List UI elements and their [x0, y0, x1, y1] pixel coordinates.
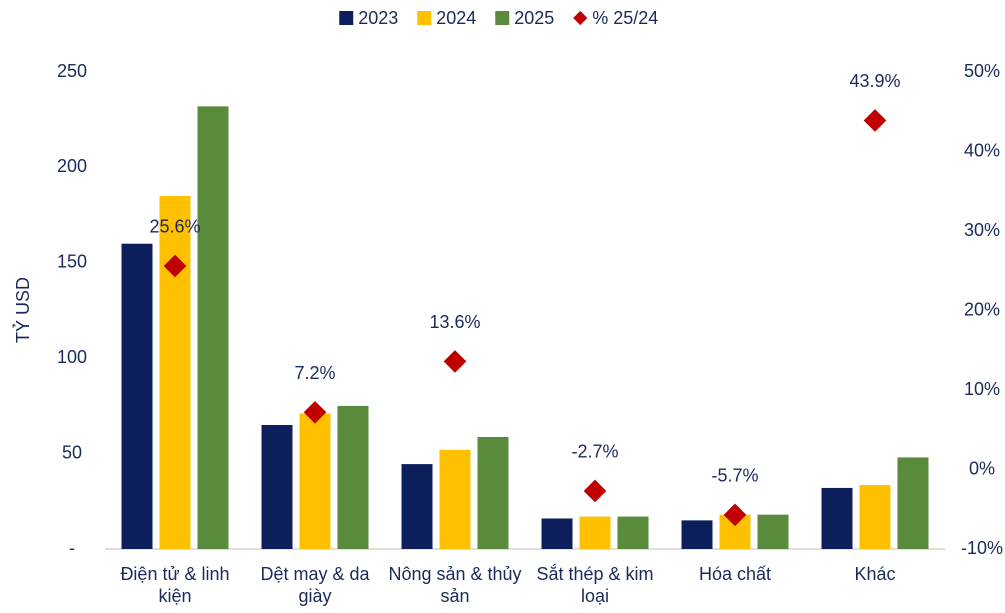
legend-swatch — [495, 11, 510, 25]
bar — [757, 514, 789, 549]
legend-label: 2025 — [514, 8, 554, 28]
data-label: -2.7% — [571, 442, 618, 462]
legend-label: 2023 — [358, 8, 398, 28]
marker — [303, 400, 327, 424]
y-axis-label: TỶ USD — [12, 277, 33, 343]
x-tick-label: Khác — [854, 564, 896, 584]
data-label: 7.2% — [294, 363, 335, 383]
bar — [159, 196, 191, 549]
bar — [821, 487, 853, 549]
y-tick-label: - — [69, 538, 75, 558]
legend-swatch — [573, 10, 588, 26]
bar — [859, 485, 891, 549]
y-tick-label: 50 — [62, 442, 82, 462]
y2-tick-label: -10% — [961, 538, 1003, 558]
x-tick-label: Hóa chất — [698, 564, 772, 584]
x-tick-label: Dệt may & da giày — [260, 564, 370, 606]
bar — [617, 516, 649, 549]
bar — [541, 518, 573, 549]
data-label: 43.9% — [849, 71, 900, 91]
bar — [197, 106, 229, 550]
legend-swatch — [417, 11, 432, 25]
y2-tick-label: 50% — [964, 61, 1000, 81]
bar — [897, 457, 929, 549]
y-tick-label: 200 — [57, 156, 87, 176]
data-label: -5.7% — [711, 466, 758, 486]
y2-tick-label: 20% — [964, 299, 1000, 319]
bar — [401, 464, 433, 549]
y-tick-label: 150 — [57, 252, 87, 272]
bar — [337, 405, 369, 549]
data-label: 25.6% — [149, 217, 200, 237]
marker — [443, 350, 467, 373]
bar — [477, 437, 509, 549]
marker — [583, 479, 607, 503]
y-tick-label: 250 — [57, 61, 87, 81]
bar — [681, 520, 713, 549]
marker — [863, 109, 887, 132]
legend-swatch — [339, 11, 354, 25]
x-tick-label: Nông sản & thủy sản — [388, 564, 522, 606]
bar — [299, 413, 331, 549]
bar — [439, 449, 471, 549]
bar — [261, 424, 293, 549]
x-tick-label: Sắt thép & kim loại — [536, 564, 654, 606]
y2-tick-label: 30% — [964, 220, 1000, 240]
legend-label: % 25/24 — [592, 8, 658, 28]
bar — [579, 516, 611, 549]
y2-tick-label: 40% — [964, 140, 1000, 160]
y2-tick-label: 0% — [969, 458, 995, 478]
legend-label: 2024 — [436, 8, 476, 28]
marker — [723, 503, 747, 527]
x-tick-label: Điện tử & linh kiện — [120, 564, 230, 606]
y2-tick-label: 10% — [964, 379, 1000, 399]
bar — [121, 243, 153, 549]
y-tick-label: 100 — [57, 347, 87, 367]
data-label: 13.6% — [429, 312, 480, 332]
